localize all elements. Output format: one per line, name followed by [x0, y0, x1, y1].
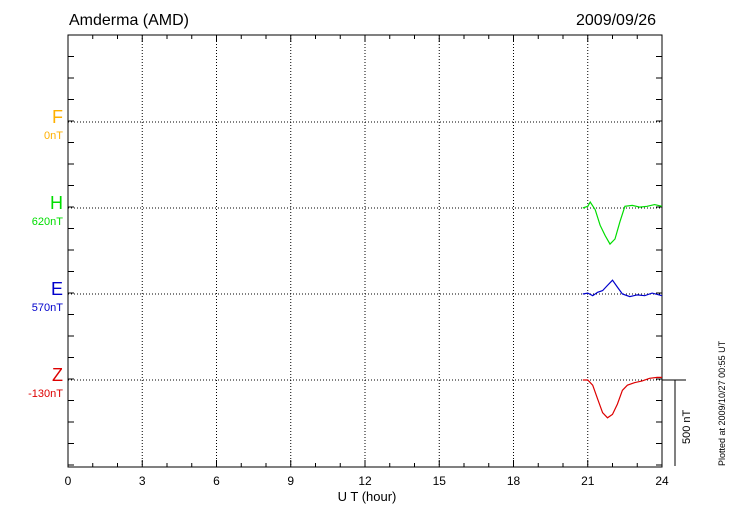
component-baseline-z: -130nT — [3, 388, 63, 400]
x-tick-label: 15 — [433, 474, 447, 488]
x-tick-label: 18 — [507, 474, 521, 488]
series-line-z — [583, 377, 662, 417]
x-ticks: 0 3 6 9 12 15 18 21 24 — [65, 35, 669, 488]
x-tick-label: 21 — [581, 474, 595, 488]
component-baseline-e: 570nT — [3, 302, 63, 314]
scale-bar-label: 500 nT — [681, 410, 693, 444]
x-tick-label: 3 — [139, 474, 146, 488]
grid — [68, 35, 662, 467]
x-tick-label: 9 — [287, 474, 294, 488]
date-title: 2009/09/26 — [576, 12, 656, 30]
station-title: Amderma (AMD) — [69, 12, 189, 30]
plotted-timestamp: Plotted at 2009/10/27 00:55 UT — [717, 341, 727, 466]
series-line-e — [583, 280, 662, 296]
component-letter-z: Z — [3, 365, 63, 386]
component-letter-f: F — [3, 107, 63, 128]
x-tick-label: 6 — [213, 474, 220, 488]
x-axis-label: U T (hour) — [338, 489, 397, 504]
component-letter-e: E — [3, 279, 63, 300]
traces — [583, 202, 662, 418]
component-baseline-h: 620nT — [3, 216, 63, 228]
component-baseline-f: 0nT — [3, 130, 63, 142]
x-tick-label: 12 — [358, 474, 372, 488]
x-tick-label: 0 — [65, 474, 72, 488]
component-letter-h: H — [3, 193, 63, 214]
x-tick-label: 24 — [655, 474, 669, 488]
